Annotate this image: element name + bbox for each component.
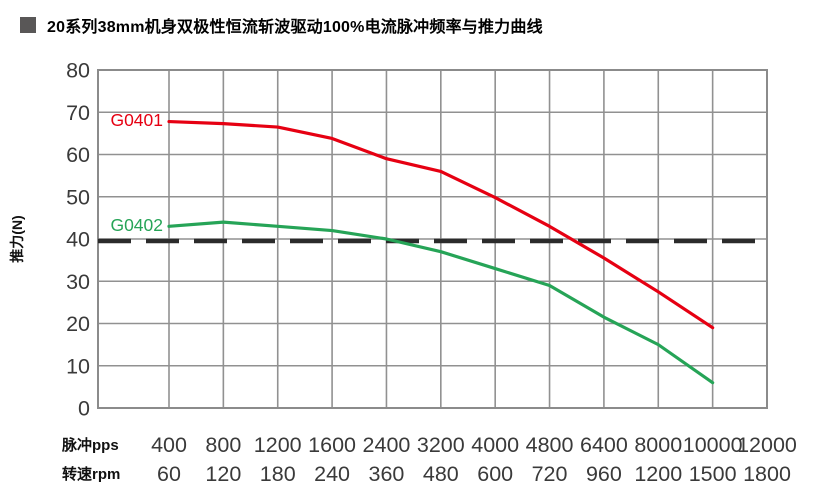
x-tick-pps: 800 xyxy=(205,433,241,457)
x-tick-rpm: 1500 xyxy=(689,462,737,486)
x-tick-rpm: 480 xyxy=(423,462,459,486)
y-tick-label: 30 xyxy=(66,270,90,294)
x-tick-pps: 12000 xyxy=(737,433,797,457)
x-tick-rpm: 180 xyxy=(260,462,296,486)
x-tick-rpm: 960 xyxy=(586,462,622,486)
y-tick-label: 60 xyxy=(66,143,90,167)
series-label-g0401: G0401 xyxy=(110,110,163,130)
x-tick-rpm: 240 xyxy=(314,462,350,486)
x-tick-rpm: 720 xyxy=(532,462,568,486)
x-tick-pps: 4000 xyxy=(471,433,519,457)
chart-title: 20系列38mm机身双极性恒流斩波驱动100%电流脉冲频率与推力曲线 xyxy=(47,19,543,36)
y-tick-label: 20 xyxy=(66,312,90,336)
x-tick-pps: 2400 xyxy=(363,433,411,457)
x-tick-pps: 6400 xyxy=(580,433,628,457)
x-tick-rpm: 1800 xyxy=(743,462,791,486)
x-tick-pps: 400 xyxy=(151,433,187,457)
x-tick-pps: 1200 xyxy=(254,433,302,457)
x-tick-pps: 1600 xyxy=(308,433,356,457)
y-tick-label: 80 xyxy=(66,59,90,83)
y-tick-label: 70 xyxy=(66,101,90,125)
y-tick-label: 10 xyxy=(66,354,90,378)
series-line-g0402 xyxy=(167,220,715,385)
x-tick-rpm: 600 xyxy=(477,462,513,486)
x-tick-pps: 4800 xyxy=(526,433,574,457)
y-tick-label: 0 xyxy=(78,397,90,421)
y-tick-label: 50 xyxy=(66,185,90,209)
series-label-g0402: G0402 xyxy=(110,215,163,235)
x-tick-rpm: 120 xyxy=(205,462,241,486)
x-tick-rpm: 1200 xyxy=(634,462,682,486)
y-tick-label: 40 xyxy=(66,228,90,252)
x-axis-row1-header: 脉冲pps xyxy=(61,436,119,454)
x-tick-pps: 3200 xyxy=(417,433,465,457)
x-tick-rpm: 360 xyxy=(369,462,405,486)
x-tick-pps: 8000 xyxy=(634,433,682,457)
x-tick-rpm: 60 xyxy=(157,462,181,486)
x-tick-pps: 10000 xyxy=(683,433,743,457)
chart-title-row: 20系列38mm机身双极性恒流斩波驱动100%电流脉冲频率与推力曲线 xyxy=(20,13,543,37)
series-line-g0401 xyxy=(167,119,715,330)
title-bullet-icon xyxy=(20,17,36,33)
x-axis-row2-header: 转速rpm xyxy=(62,465,120,483)
